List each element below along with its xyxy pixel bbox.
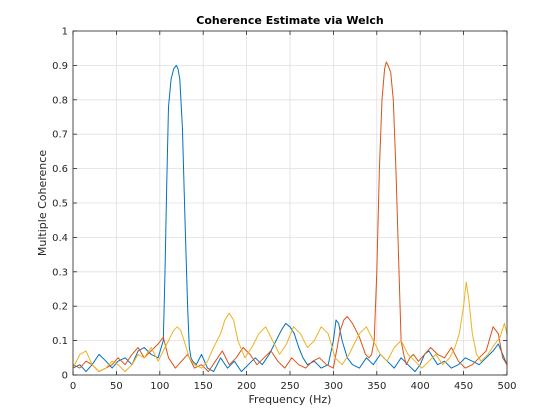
y-tick-label: 0.2: [52, 302, 68, 313]
series-group: [72, 61, 508, 373]
x-tick-label: 200: [237, 381, 256, 392]
y-tick-label: 0.3: [52, 267, 68, 278]
y-tick-label: 0: [62, 371, 68, 382]
y-axis-label: Multiple Coherence: [36, 150, 49, 256]
x-tick-label: 0: [70, 381, 76, 392]
series-line-2: [72, 61, 508, 373]
chart-title: Coherence Estimate via Welch: [196, 14, 384, 27]
y-tick-label: 0.5: [52, 199, 68, 210]
x-tick-label: 450: [454, 381, 473, 392]
x-tick-label: 500: [497, 381, 516, 392]
x-tick-labels: 0 50 100 150 200 250 300 350 400 450 500: [70, 381, 517, 392]
y-tick-label: 0.9: [52, 61, 68, 72]
y-tick-label: 1: [62, 27, 68, 38]
y-tick-label: 0.7: [52, 130, 68, 141]
y-tick-labels: 0 0.1 0.2 0.3 0.4 0.5 0.6 0.7 0.8 0.9 1: [52, 27, 68, 382]
x-tick-label: 250: [280, 381, 299, 392]
y-tick-label: 0.1: [52, 336, 68, 347]
x-tick-label: 300: [324, 381, 343, 392]
x-tick-label: 400: [411, 381, 430, 392]
y-tick-label: 0.8: [52, 95, 68, 106]
y-tick-label: 0.6: [52, 164, 68, 175]
y-tick-label: 0.4: [52, 233, 68, 244]
x-axis-label: Frequency (Hz): [249, 393, 332, 406]
x-tick-label: 350: [367, 381, 386, 392]
x-tick-label: 50: [110, 381, 123, 392]
series-line-3: [72, 281, 508, 373]
ticks: [72, 30, 508, 376]
x-tick-label: 150: [194, 381, 213, 392]
x-tick-label: 100: [150, 381, 169, 392]
